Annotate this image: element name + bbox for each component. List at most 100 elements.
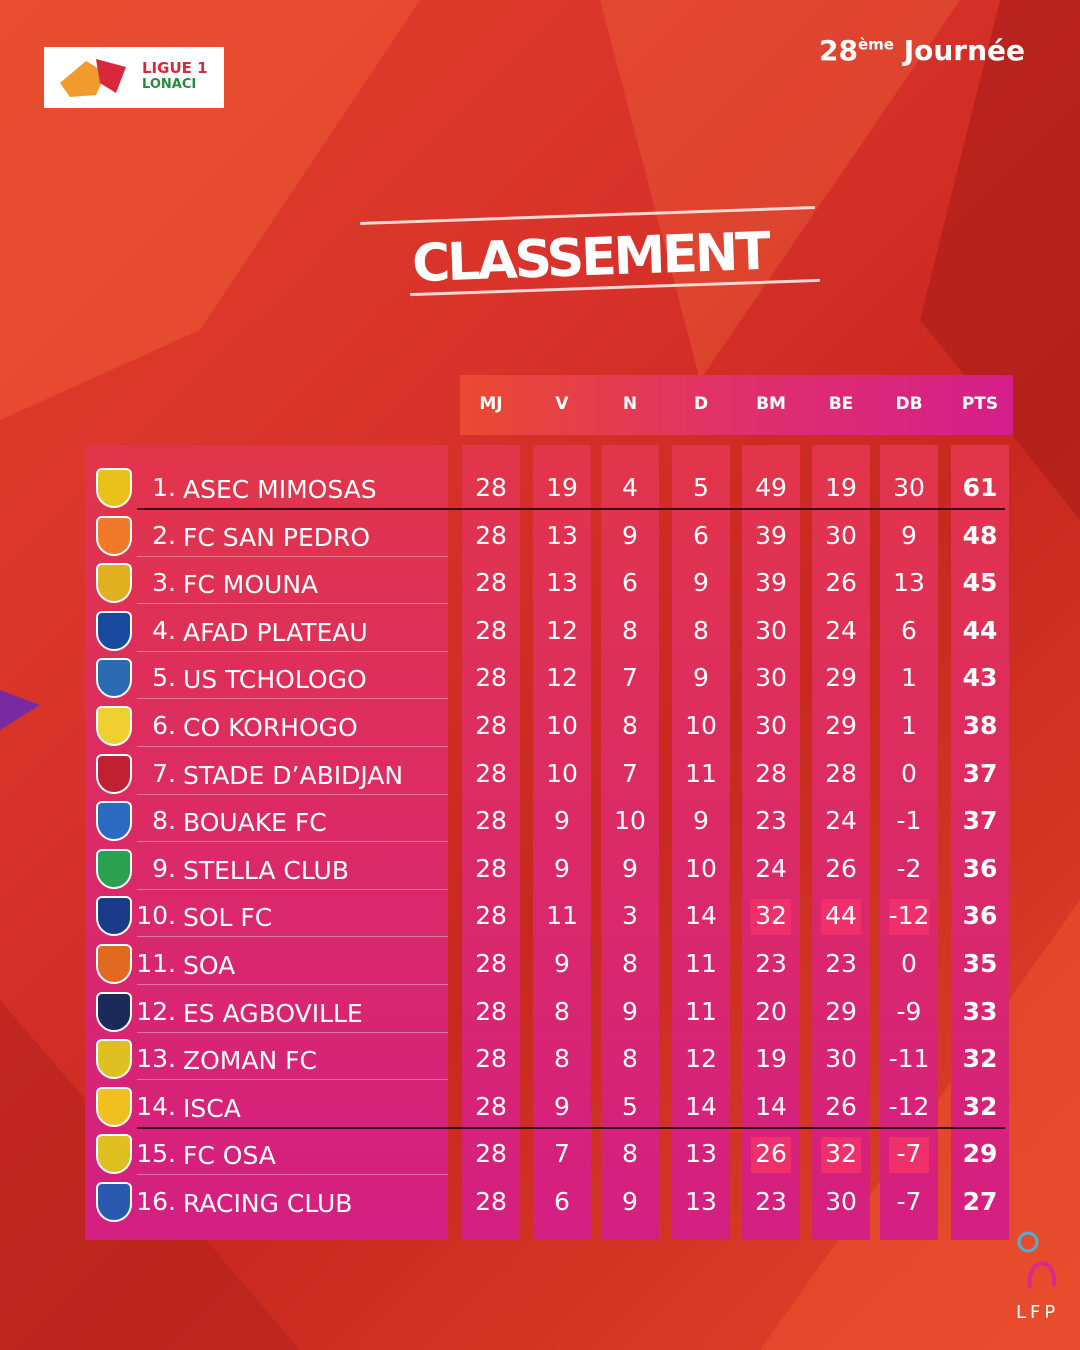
stat-cell: 8 [622,1139,638,1169]
stat-cell: 7 [554,1139,570,1169]
stat-cell: 24 [755,853,787,883]
stat-cell: 35 [962,949,998,978]
stat-cell: 28 [475,1044,507,1074]
stat-cell: -1 [896,806,922,836]
team-name: CO KORHOGO [183,713,358,742]
team-name: AFAD PLATEAU [183,617,368,647]
stat-cell: 39 [755,568,787,598]
row-separator [137,1031,448,1033]
rank: 11. [136,949,176,978]
stat-cell: 10 [614,806,646,836]
team-crest [96,563,132,604]
stat-cell: 7 [622,663,638,693]
stat-cell: 3 [622,901,638,931]
rank: 5. [152,663,176,693]
stat-cell: 30 [755,615,787,645]
stat-cell: -7 [896,1139,922,1169]
row-separator [137,1079,448,1081]
rank: 9. [152,853,176,883]
stat-cell: 37 [962,806,998,836]
column-header: DB [895,394,923,414]
column-header: V [555,394,569,414]
row-separator [137,555,448,557]
stat-cell: -11 [888,1044,930,1074]
team-crest [96,848,132,889]
column-strip [533,445,591,1240]
team-name: ZOMAN FC [183,1046,317,1076]
stat-cell: 45 [962,568,998,598]
team-name: BOUAKE FC [183,808,327,838]
stat-cell: 28 [475,1139,507,1169]
stat-cell: 13 [546,568,578,598]
row-separator [137,888,448,890]
stat-cell: 0 [901,949,917,978]
league-name: LIGUE 1 [142,59,208,77]
stat-cell: 8 [554,1044,570,1074]
stat-cell: 28 [825,758,857,788]
team-crest [96,515,132,556]
team-crest [96,753,132,794]
stat-cell: 11 [685,758,717,788]
stat-cell: 11 [685,996,717,1026]
stat-cell: 1 [901,663,917,693]
stat-cell: 32 [825,1139,857,1169]
row-separator [137,1174,448,1176]
team-name: SOL FC [183,903,273,933]
stat-cell: 14 [685,1091,717,1121]
stat-cell: 8 [622,711,638,740]
lfp-logo: LFP [1016,1228,1066,1328]
row-separator [137,603,448,605]
stat-cell: 12 [685,1044,717,1074]
stat-cell: 28 [475,1091,507,1121]
rank: 12. [136,996,176,1026]
rank: 13. [136,1044,176,1074]
team-crest [96,991,132,1032]
stat-cell: 9 [693,568,709,598]
stat-cell: 44 [962,615,998,645]
column-strip [462,445,520,1240]
team-name: RACING CLUB [183,1189,353,1218]
stat-cell: 29 [825,711,857,740]
stat-cell: 13 [685,1139,717,1169]
column-header: N [622,394,638,414]
stat-cell: 14 [755,1091,787,1121]
stat-cell: 26 [825,853,857,883]
rank: 2. [152,520,176,550]
stat-cell: 36 [962,901,998,931]
cell-highlight [751,899,791,936]
stat-cell: 30 [825,520,857,550]
team-crest [96,610,132,651]
stat-cell: 32 [962,1091,998,1121]
stat-cell: 29 [825,663,857,693]
stat-cell: 19 [546,473,578,502]
team-crest [96,1039,132,1080]
stat-cell: 28 [475,806,507,836]
stat-cell: 19 [825,473,857,502]
stat-cell: 9 [554,806,570,836]
stat-cell: 28 [475,473,507,502]
stat-cell: 4 [622,473,638,502]
stat-cell: 9 [554,1091,570,1121]
stat-cell: 11 [685,949,717,978]
stat-cell: 28 [475,520,507,550]
cell-highlight [821,1137,861,1174]
stat-cell: 13 [685,1187,717,1216]
stat-cell: -2 [896,853,922,883]
team-name: ASEC MIMOSAS [183,475,377,504]
column-header: D [693,394,709,414]
stat-cell: 0 [901,758,917,788]
stat-cell: 30 [893,473,925,502]
stat-cell: -9 [896,996,922,1026]
stat-cell: 10 [546,711,578,740]
stat-cell: 28 [475,663,507,693]
stat-cell: 48 [962,520,998,550]
stat-cell: 28 [475,901,507,931]
team-crest [96,1086,132,1127]
team-panel [85,445,448,1240]
matchday: 28ème Journée [819,34,1025,67]
team-name: FC SAN PEDRO [183,522,371,552]
team-crest [96,801,132,842]
rank: 1. [152,473,176,502]
stat-cell: -7 [896,1187,922,1216]
stat-cell: 30 [755,711,787,740]
